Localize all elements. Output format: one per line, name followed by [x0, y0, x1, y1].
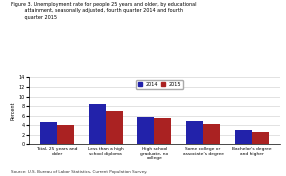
Bar [40, 122, 57, 144]
Text: Source: U.S. Bureau of Labor Statistics, Current Population Survey.: Source: U.S. Bureau of Labor Statistics,… [11, 170, 148, 174]
Text: Figure 3. Unemployment rate for people 25 years and older, by educational
      : Figure 3. Unemployment rate for people 2… [11, 2, 197, 20]
Y-axis label: Percent: Percent [10, 102, 15, 120]
Bar [186, 121, 203, 144]
Bar [235, 130, 252, 144]
Bar [57, 125, 74, 144]
Bar [89, 104, 106, 144]
Bar [203, 124, 220, 144]
Bar [252, 132, 269, 144]
Bar [106, 111, 123, 144]
Bar [154, 118, 172, 144]
Legend: 2014, 2015: 2014, 2015 [136, 80, 183, 89]
Bar [137, 117, 154, 144]
